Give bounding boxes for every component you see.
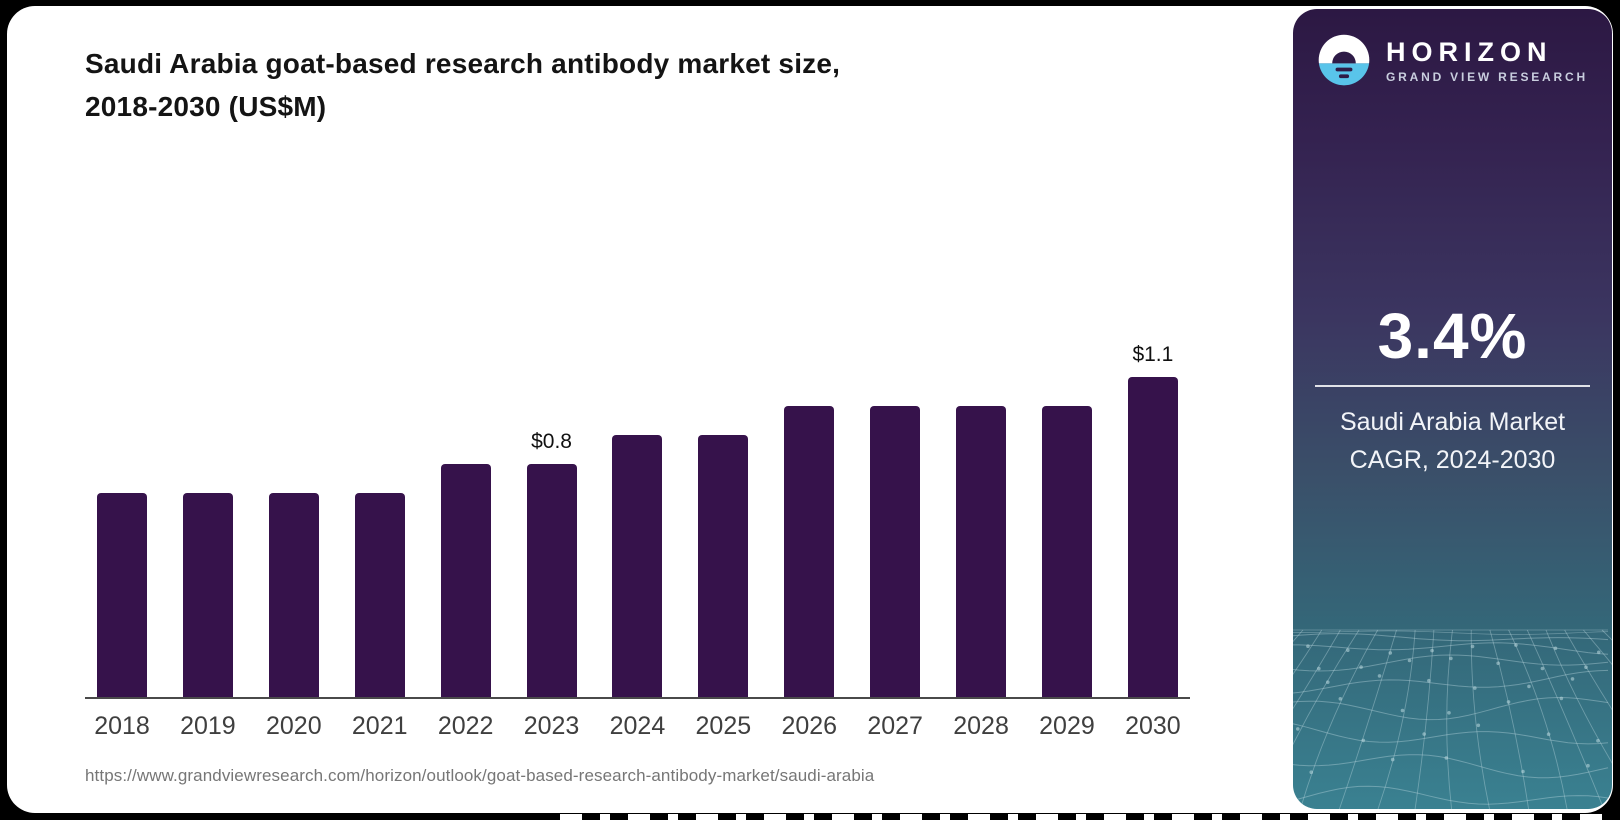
bar-rect-2023 bbox=[526, 464, 577, 697]
x-tick-2022: 2022 bbox=[437, 712, 494, 740]
bar-rect-2024 bbox=[612, 435, 663, 697]
bar-rect-2022 bbox=[440, 464, 491, 697]
x-tick-2025: 2025 bbox=[695, 712, 752, 740]
cagr-label: Saudi Arabia Market CAGR, 2024-2030 bbox=[1293, 403, 1612, 479]
bar-2018 bbox=[97, 379, 147, 697]
bar-2026 bbox=[784, 379, 835, 697]
bar-rect-2027 bbox=[870, 406, 921, 697]
cropped-bottom-decoration bbox=[560, 814, 1612, 820]
x-tick-2028: 2028 bbox=[953, 712, 1009, 740]
brand-subtitle: GRAND VIEW RESEARCH bbox=[1386, 69, 1588, 84]
x-axis-labels: 2018 2019 2020 2021 2022 2023 2024 2025 2026 2027… bbox=[85, 712, 1190, 741]
horizon-logo-icon bbox=[1318, 34, 1370, 86]
x-tick-2020: 2020 bbox=[266, 712, 322, 740]
wireframe-terrain-decoration bbox=[1293, 629, 1612, 809]
bar-rect-2026 bbox=[784, 406, 835, 697]
chart-title-line2: 2018-2030 (US$M) bbox=[85, 91, 327, 122]
cagr-label-line2: CAGR, 2024-2030 bbox=[1349, 446, 1556, 474]
x-tick-2019: 2019 bbox=[180, 712, 236, 740]
bar-2027 bbox=[870, 379, 921, 697]
bar-rect-2030 bbox=[1127, 377, 1178, 697]
x-tick-2021: 2021 bbox=[351, 712, 408, 740]
brand-text: HORIZON GRAND VIEW RESEARCH bbox=[1386, 37, 1588, 84]
x-tick-2024: 2024 bbox=[609, 712, 666, 740]
bar-rect-2018 bbox=[97, 493, 147, 697]
bar-rect-2028 bbox=[956, 406, 1007, 697]
x-tick-2023: 2023 bbox=[523, 712, 580, 740]
data-label-2023: $0.8 bbox=[531, 430, 572, 453]
bar-2030: $1.1 bbox=[1127, 343, 1178, 697]
x-tick-2027: 2027 bbox=[867, 712, 923, 740]
data-label-2030: $1.1 bbox=[1132, 343, 1174, 366]
bar-2028 bbox=[956, 379, 1007, 697]
bar-rect-2019 bbox=[182, 493, 233, 697]
brand: HORIZON GRAND VIEW RESEARCH bbox=[1293, 33, 1612, 87]
bar-2019 bbox=[182, 379, 233, 697]
bar-2020 bbox=[268, 379, 319, 697]
cagr-stat: 3.4% Saudi Arabia Market CAGR, 2024-2030 bbox=[1293, 301, 1612, 479]
x-tick-2018: 2018 bbox=[94, 712, 150, 740]
cagr-value: 3.4% bbox=[1377, 300, 1528, 372]
brand-name: HORIZON bbox=[1386, 36, 1553, 67]
bar-rect-2025 bbox=[698, 435, 749, 697]
x-tick-2030: 2030 bbox=[1125, 712, 1181, 740]
bar-rect-2021 bbox=[354, 493, 405, 697]
chart-title-line1: Saudi Arabia goat-based research antibod… bbox=[85, 48, 841, 79]
cagr-label-line1: Saudi Arabia Market bbox=[1339, 408, 1566, 436]
bar-2021 bbox=[354, 379, 405, 697]
bar-chart-plot-area: $0.8 $1.1 bbox=[85, 343, 1190, 699]
stat-divider bbox=[1315, 385, 1590, 387]
bar-2025 bbox=[698, 379, 749, 697]
source-url: https://www.grandviewresearch.com/horizo… bbox=[85, 766, 875, 785]
bar-rect-2029 bbox=[1041, 406, 1092, 697]
bar-2023: $0.8 bbox=[526, 379, 577, 697]
bar-2022 bbox=[440, 379, 491, 697]
bar-rect-2020 bbox=[268, 493, 319, 697]
x-tick-2029: 2029 bbox=[1039, 712, 1095, 740]
bar-2024 bbox=[612, 379, 663, 697]
sidebar-panel: HORIZON GRAND VIEW RESEARCH 3.4% Saudi A… bbox=[1293, 9, 1612, 809]
x-tick-2026: 2026 bbox=[781, 712, 838, 740]
chart-title: Saudi Arabia goat-based research antibod… bbox=[85, 42, 840, 128]
bar-2029 bbox=[1041, 379, 1092, 697]
